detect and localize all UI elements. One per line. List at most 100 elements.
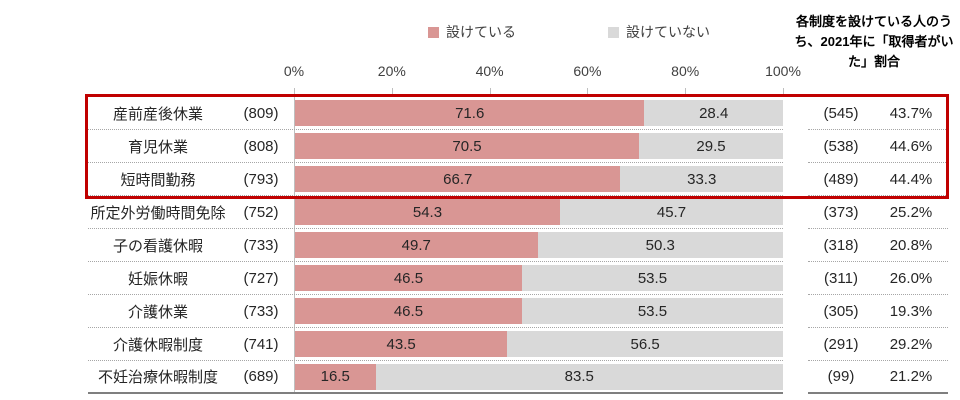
axis-tick-mark [294,88,295,97]
row-gap [783,262,808,295]
row-taker-pct: 29.2% [889,335,933,353]
stacked-bar: 49.7 50.3 [295,232,783,258]
stacked-bar: 46.5 53.5 [295,265,783,291]
bar-value-have: 46.5 [393,269,424,287]
row-bar-area: 71.6 28.4 [294,97,783,129]
row-gap [783,196,808,229]
bar-value-not: 53.5 [637,269,668,287]
stacked-bar: 46.5 53.5 [295,298,783,324]
row-n-count: (727) [243,269,279,287]
table-row: 妊娠休暇 (727) 46.5 53.5 (311) 26.0% [88,262,948,295]
legend-swatch-have-icon [428,26,439,38]
row-n-count: (733) [243,236,279,254]
bar-segment-have: 16.5 [295,363,376,390]
row-taker-pct: 43.7% [889,104,933,122]
axis-tick-label: 0% [283,63,305,79]
axis-tick-mark [685,88,687,97]
axis-tick-mark [391,88,393,97]
row-gap [783,97,808,130]
right-column-header: 各制度を設けている人のうち、2021年に「取得者がいた」割合 [794,14,954,70]
bar-segment-not: 45.7 [559,199,783,225]
row-bar-area: 46.5 53.5 [294,295,783,327]
bar-value-have: 43.5 [386,335,416,353]
row-label: 短時間勤務 [120,171,196,189]
table-row: 産前産後休業 (809) 71.6 28.4 (545) 43.7% [88,97,948,130]
axis-tick-label: 100% [765,63,801,79]
row-taker-count: (489) [823,170,859,188]
row-taker-count: (373) [823,203,859,221]
row-n-count: (733) [243,302,279,320]
row-gap [783,328,808,361]
bar-segment-not: 50.3 [537,232,783,258]
bar-value-not: 28.4 [699,104,729,122]
row-taker-count: (305) [823,302,859,320]
row-n-count: (793) [243,170,279,188]
row-bar-area: 54.3 45.7 [294,196,783,228]
legend-item-not: 設けていない [608,22,710,42]
row-bar-area: 43.5 56.5 [294,328,783,360]
row-n-count: (808) [243,137,279,155]
row-label: 産前産後休業 [112,105,203,123]
row-gap [783,361,808,394]
axis-tick-mark [489,88,491,97]
axis-tick-label: 20% [377,63,406,79]
table-row: 子の看護休暇 (733) 49.7 50.3 (318) 20.8% [88,229,948,262]
row-taker-pct: 19.3% [889,302,933,320]
table-row: 介護休暇制度 (741) 43.5 56.5 (291) 29.2% [88,328,948,361]
bar-segment-have: 54.3 [295,199,560,225]
bar-value-have: 70.5 [452,137,482,155]
row-gap [783,130,808,163]
row-label: 介護休暇制度 [112,336,203,354]
axis-tick-mark [783,88,784,97]
row-bar-area: 46.5 53.5 [294,262,783,294]
bar-value-not: 29.5 [696,137,726,155]
row-taker-pct: 44.4% [889,170,933,188]
legend-label-have: 設けている [446,24,516,40]
row-gap [783,163,808,196]
bar-value-not: 83.5 [564,368,594,385]
bar-segment-have: 49.7 [295,232,538,258]
table-row: 所定外労働時間免除 (752) 54.3 45.7 (373) 25.2% [88,196,948,229]
stacked-bar: 43.5 56.5 [295,331,783,357]
bar-segment-not: 53.5 [521,298,783,324]
row-taker-pct: 44.6% [889,137,933,155]
bar-value-not: 56.5 [630,335,660,353]
row-n-count: (689) [243,368,279,385]
row-label: 不妊治療休暇制度 [97,369,218,386]
axis-tick-label: 60% [573,63,602,79]
row-bar-area: 49.7 50.3 [294,229,783,261]
bar-segment-have: 46.5 [295,298,522,324]
legend: 設けている 設けていない [428,22,710,42]
axis-tick-label: 80% [671,63,700,79]
row-taker-count: (538) [823,137,859,155]
row-taker-pct: 21.2% [889,368,933,385]
row-bar-area: 16.5 83.5 [294,361,783,392]
row-n-count: (809) [243,104,279,122]
row-label: 介護休業 [127,303,188,321]
axis-tick-mark [587,88,589,97]
stacked-bar: 70.5 29.5 [295,133,783,159]
row-taker-count: (318) [823,236,859,254]
row-gap [783,295,808,328]
bar-value-not: 33.3 [687,170,717,188]
bar-segment-not: 56.5 [507,331,783,357]
row-gap [783,229,808,262]
table-row: 不妊治療休暇制度 (689) 16.5 83.5 (99) 21.2% [88,361,948,394]
stacked-bar: 54.3 45.7 [295,199,783,225]
table-row: 育児休業 (808) 70.5 29.5 (538) 44.6% [88,130,948,163]
stacked-bar: 66.7 33.3 [295,166,783,192]
row-label: 育児休業 [127,138,188,156]
bar-segment-have: 43.5 [295,331,508,357]
row-n-count: (741) [243,335,279,353]
bar-segment-not: 28.4 [644,100,783,126]
row-taker-pct: 25.2% [889,203,933,221]
row-taker-pct: 26.0% [889,269,933,287]
table-row: 介護休業 (733) 46.5 53.5 (305) 19.3% [88,295,948,328]
row-taker-pct: 20.8% [889,236,933,254]
bar-value-have: 16.5 [320,368,350,385]
bar-value-have: 54.3 [412,203,443,221]
row-n-count: (752) [243,203,279,221]
bar-value-have: 71.6 [455,104,485,122]
row-taker-count: (291) [823,335,859,353]
bar-segment-have: 70.5 [295,133,640,159]
